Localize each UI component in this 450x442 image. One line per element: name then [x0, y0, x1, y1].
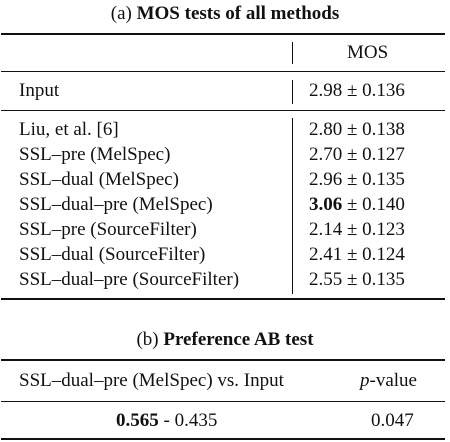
- table-a-caption: (a) MOS tests of all methods: [0, 3, 450, 25]
- table-b-pvalue: 0.047: [371, 410, 414, 431]
- table-b-top-rule: [1, 359, 445, 361]
- table-row-mos: 2.41 ± 0.124: [309, 244, 405, 266]
- mos-mean: 2.96: [309, 169, 343, 190]
- mos-mean: 2.14: [309, 219, 343, 240]
- table-b-caption-prefix: (b): [136, 329, 159, 350]
- mos-mean: 2.70: [309, 144, 343, 165]
- mos-ci: ± 0.138: [347, 119, 405, 140]
- mos-ci: ± 0.140: [347, 194, 405, 215]
- table-b-header-comparison: SSL–dual–pre (MelSpec) vs. Input: [19, 370, 284, 391]
- table-row-label: SSL–dual–pre (MelSpec): [19, 194, 213, 215]
- mos-mean: 2.80: [309, 119, 343, 140]
- table-b-caption-title: Preference AB test: [163, 329, 314, 350]
- table-row-label: Liu, et al. [6]: [19, 119, 119, 140]
- mos-mean: 2.55: [309, 269, 343, 290]
- table-a-top-rule: [1, 33, 445, 35]
- table-a-input-divider: [292, 80, 293, 104]
- preference-sep: -: [158, 410, 175, 431]
- table-a-input-label: Input: [19, 80, 60, 101]
- table-row-mos: 2.70 ± 0.127: [309, 144, 405, 166]
- table-a-caption-title: MOS tests of all methods: [136, 3, 340, 24]
- mos-mean: 2.41: [309, 244, 343, 265]
- table-row-label: SSL–pre (SourceFilter): [19, 219, 197, 240]
- table-a-bottom-rule: [1, 298, 445, 300]
- table-row-mos: 2.96 ± 0.135: [309, 169, 405, 191]
- preference-b: 0.435: [174, 410, 218, 431]
- preference-a: 0.565: [116, 410, 159, 431]
- table-row-mos: 2.55 ± 0.135: [309, 269, 405, 291]
- table-row-mos: 2.80 ± 0.138: [309, 119, 405, 141]
- table-row-label: SSL–dual–pre (SourceFilter): [19, 269, 240, 290]
- table-a-header-rule: [1, 71, 445, 72]
- mos-mean-best: 3.06: [309, 194, 343, 215]
- table-a-input-mos: 2.98 ± 0.136: [309, 80, 405, 101]
- table-a-input-rule: [1, 110, 445, 111]
- table-a-body-divider: [292, 118, 293, 294]
- table-b-header-rule: [1, 401, 445, 402]
- pvalue-suffix: -value: [369, 370, 417, 391]
- pvalue-p: p: [360, 370, 370, 391]
- table-row-mos: 2.14 ± 0.123: [309, 219, 405, 241]
- table-b-caption: (b) Preference AB test: [0, 329, 450, 351]
- mos-ci: ± 0.135: [347, 169, 405, 190]
- table-b-header-pvalue: p-value: [360, 370, 417, 392]
- table-a-header-divider: [292, 42, 293, 64]
- mos-ci: ± 0.123: [347, 219, 405, 240]
- table-row-label: SSL–pre (MelSpec): [19, 144, 171, 165]
- table-row-label: SSL–dual (MelSpec): [19, 169, 179, 190]
- table-row-mos: 3.06 ± 0.140: [309, 194, 405, 216]
- table-row-label: SSL–dual (SourceFilter): [19, 244, 206, 265]
- mos-ci: ± 0.127: [347, 144, 405, 165]
- table-a-caption-prefix: (a): [110, 3, 132, 24]
- table-b-bottom-rule: [1, 438, 445, 440]
- table-b-preference: 0.565 - 0.435: [116, 410, 217, 432]
- mos-ci: ± 0.135: [347, 269, 405, 290]
- mos-ci: ± 0.124: [347, 244, 405, 265]
- table-a-header-mos: MOS: [347, 42, 389, 63]
